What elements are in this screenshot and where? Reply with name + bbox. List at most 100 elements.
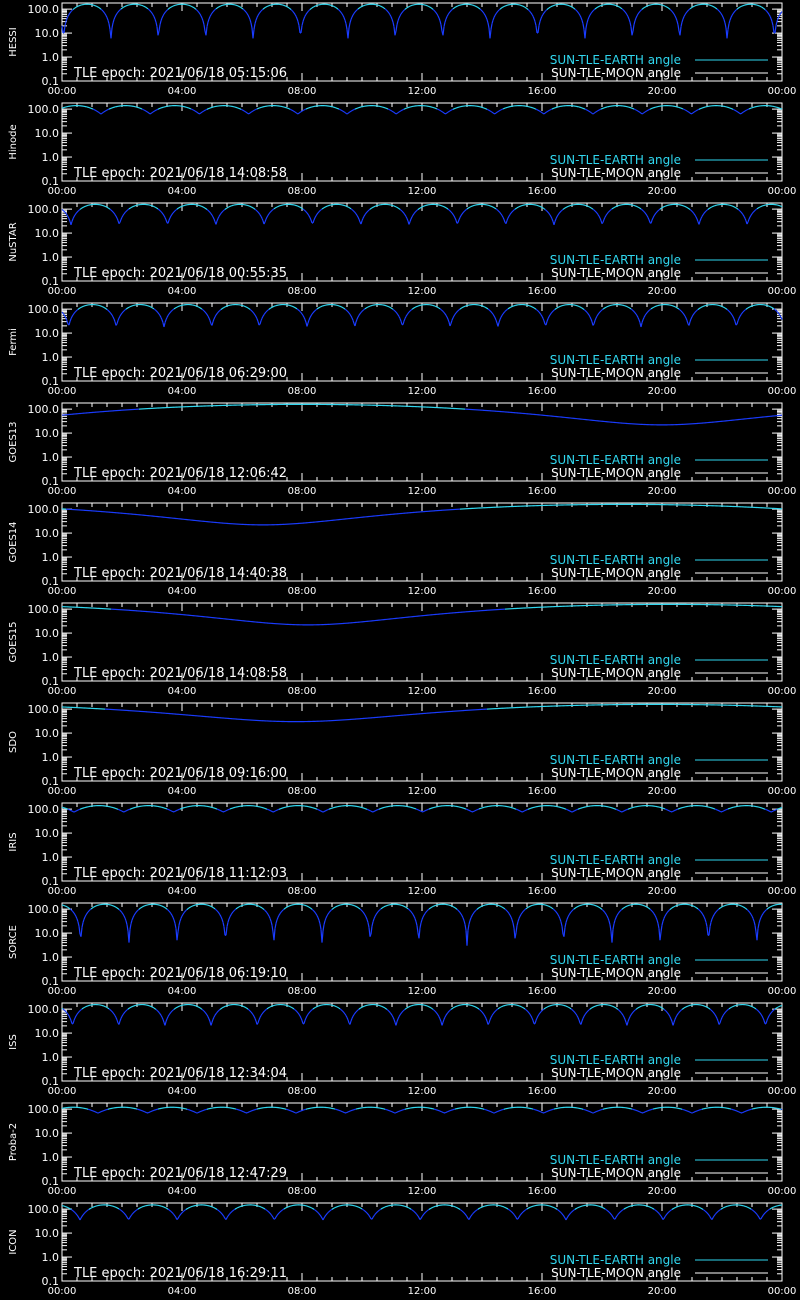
sun-tle-earth-angle-segment [117,10,120,13]
sun-tle-earth-angle-segment [275,206,278,209]
sun-tle-earth-angle-segment [400,109,403,112]
sun-tle-earth-angle-segment [449,210,452,213]
sun-tle-earth-angle-segment [650,307,653,310]
sun-tle-earth-angle-segment [172,308,175,311]
sun-tle-earth-angle-segment [752,211,755,213]
sun-tle-earth-angle-segment [701,214,704,217]
sun-tle-earth-angle-segment [382,6,385,9]
sun-tle-earth-angle-segment [652,215,655,219]
sun-tle-earth-angle-segment [459,307,462,310]
sun-tle-earth-angle-segment [735,110,738,112]
panel-goes14: 100.010.01.00.100:00 04:00 08:00 12:00 16:00… [8,502,796,597]
sun-tle-earth-angle-segment [497,9,500,12]
sun-tle-earth-angle-segment [252,109,255,112]
sun-tle-earth-angle-segment [623,10,626,13]
sun-tle-earth-angle-segment [226,206,229,209]
sun-tle-earth-angle-segment [77,209,80,212]
sun-tle-earth-angle-segment [394,112,397,115]
sun-tle-earth-angle-segment [598,215,601,219]
sun-tle-earth-angle-segment [571,6,574,9]
sun-tle-earth-angle-segment [240,7,243,9]
sun-tle-earth-angle-segment [204,207,207,210]
sun-tle-earth-angle-segment [254,208,257,211]
sun-tle-earth-angle-segment [287,6,290,9]
sun-tle-earth-angle-segment [212,318,215,322]
sun-tle-earth-angle-segment [445,112,448,115]
sun-tle-earth-angle-segment [248,112,251,115]
sun-tle-earth-angle-segment [112,19,115,24]
sun-tle-earth-angle-segment [456,222,459,224]
sun-tle-earth-angle-segment [406,6,409,9]
sun-tle-earth-angle-segment [263,312,266,315]
sun-tle-earth-angle-segment [111,22,114,29]
sun-tle-earth-angle-segment [312,311,315,314]
sun-tle-earth-angle-segment [215,313,218,316]
sun-tle-earth-angle-segment [125,210,128,212]
sun-tle-earth-angle-segment [418,207,421,210]
x-tick-label: 04:00 [168,86,197,97]
sun-tle-earth-angle-segment [548,6,551,9]
sun-tle-earth-angle-segment [582,308,585,310]
sun-tle-earth-angle-segment [394,310,397,313]
sun-tle-earth-angle-segment [108,207,111,210]
sun-tle-earth-angle-segment [703,211,706,214]
sun-tle-earth-angle-segment [171,212,174,215]
sun-tle-earth-angle-segment [447,110,450,113]
sun-tle-earth-angle-segment [496,111,499,113]
sun-tle-earth-angle-segment [76,308,79,311]
sun-tle-earth-angle-segment [251,310,254,313]
sun-tle-earth-angle-segment [779,12,782,15]
sun-tle-earth-angle-segment [158,209,161,212]
sun-tle-earth-angle-segment [68,218,71,222]
sun-tle-earth-angle-segment [738,316,741,319]
sun-tle-earth-angle-segment [203,310,206,313]
sun-tle-earth-angle-segment [733,109,736,111]
sun-tle-earth-angle-segment [597,5,600,8]
sun-tle-earth-angle-segment [362,216,365,219]
sun-tle-earth-angle-segment [581,307,584,310]
sun-tle-earth-angle-segment [638,319,641,323]
sun-tle-earth-angle-segment [767,12,770,15]
sun-tle-earth-angle-segment [443,22,446,27]
sun-tle-earth-angle-segment [304,210,307,213]
sun-tle-earth-angle-segment [252,29,255,39]
sun-tle-earth-angle-segment [668,8,671,10]
sun-tle-earth-angle-segment [205,26,208,36]
sun-tle-earth-angle-segment [248,16,251,20]
sun-tle-earth-angle-segment [397,17,400,21]
sun-tle-earth-angle-segment [486,19,489,24]
sun-tle-earth-angle-segment [247,14,250,18]
sun-tle-earth-angle-segment [380,5,383,8]
sun-tle-earth-angle-segment [105,109,108,112]
sun-tle-earth-angle-segment [737,318,740,322]
sun-tle-earth-angle-segment [266,214,269,218]
sun-tle-earth-angle-segment [75,211,78,214]
sun-tle-earth-angle-segment [754,209,757,211]
y-tick-label: 0.1 [42,275,60,288]
sun-tle-earth-angle-segment [317,307,320,309]
x-tick-label: 16:00 [528,286,557,297]
sun-tle-earth-angle-segment [589,206,592,209]
sun-tle-earth-angle-segment [164,217,167,220]
sun-tle-earth-angle-segment [562,208,565,210]
sun-tle-earth-angle-segment [221,307,224,310]
sun-tle-earth-angle-segment [336,7,339,10]
sun-tle-earth-angle-segment [433,9,436,12]
sun-tle-earth-angle-segment [261,218,264,222]
sun-tle-earth-angle-segment [502,312,505,315]
sun-tle-earth-angle-segment [206,209,209,211]
x-tick-label: 20:00 [648,586,677,597]
sun-tle-earth-angle-segment [351,14,354,18]
sun-tle-earth-angle-segment [451,8,454,11]
sun-tle-earth-angle-segment [246,306,249,309]
sun-tle-earth-angle-segment [145,6,148,9]
sun-tle-earth-angle-segment [241,109,244,111]
sun-tle-earth-angle-segment [695,309,698,312]
x-tick-label: 00:00 [768,186,797,197]
sun-tle-earth-angle-segment [478,7,481,10]
sun-tle-earth-angle-segment [220,211,223,214]
sun-tle-earth-angle-segment [599,310,602,313]
sun-tle-earth-angle-segment [370,207,373,210]
sun-tle-earth-angle-segment [655,211,658,214]
sun-tle-earth-angle-segment [714,7,717,9]
